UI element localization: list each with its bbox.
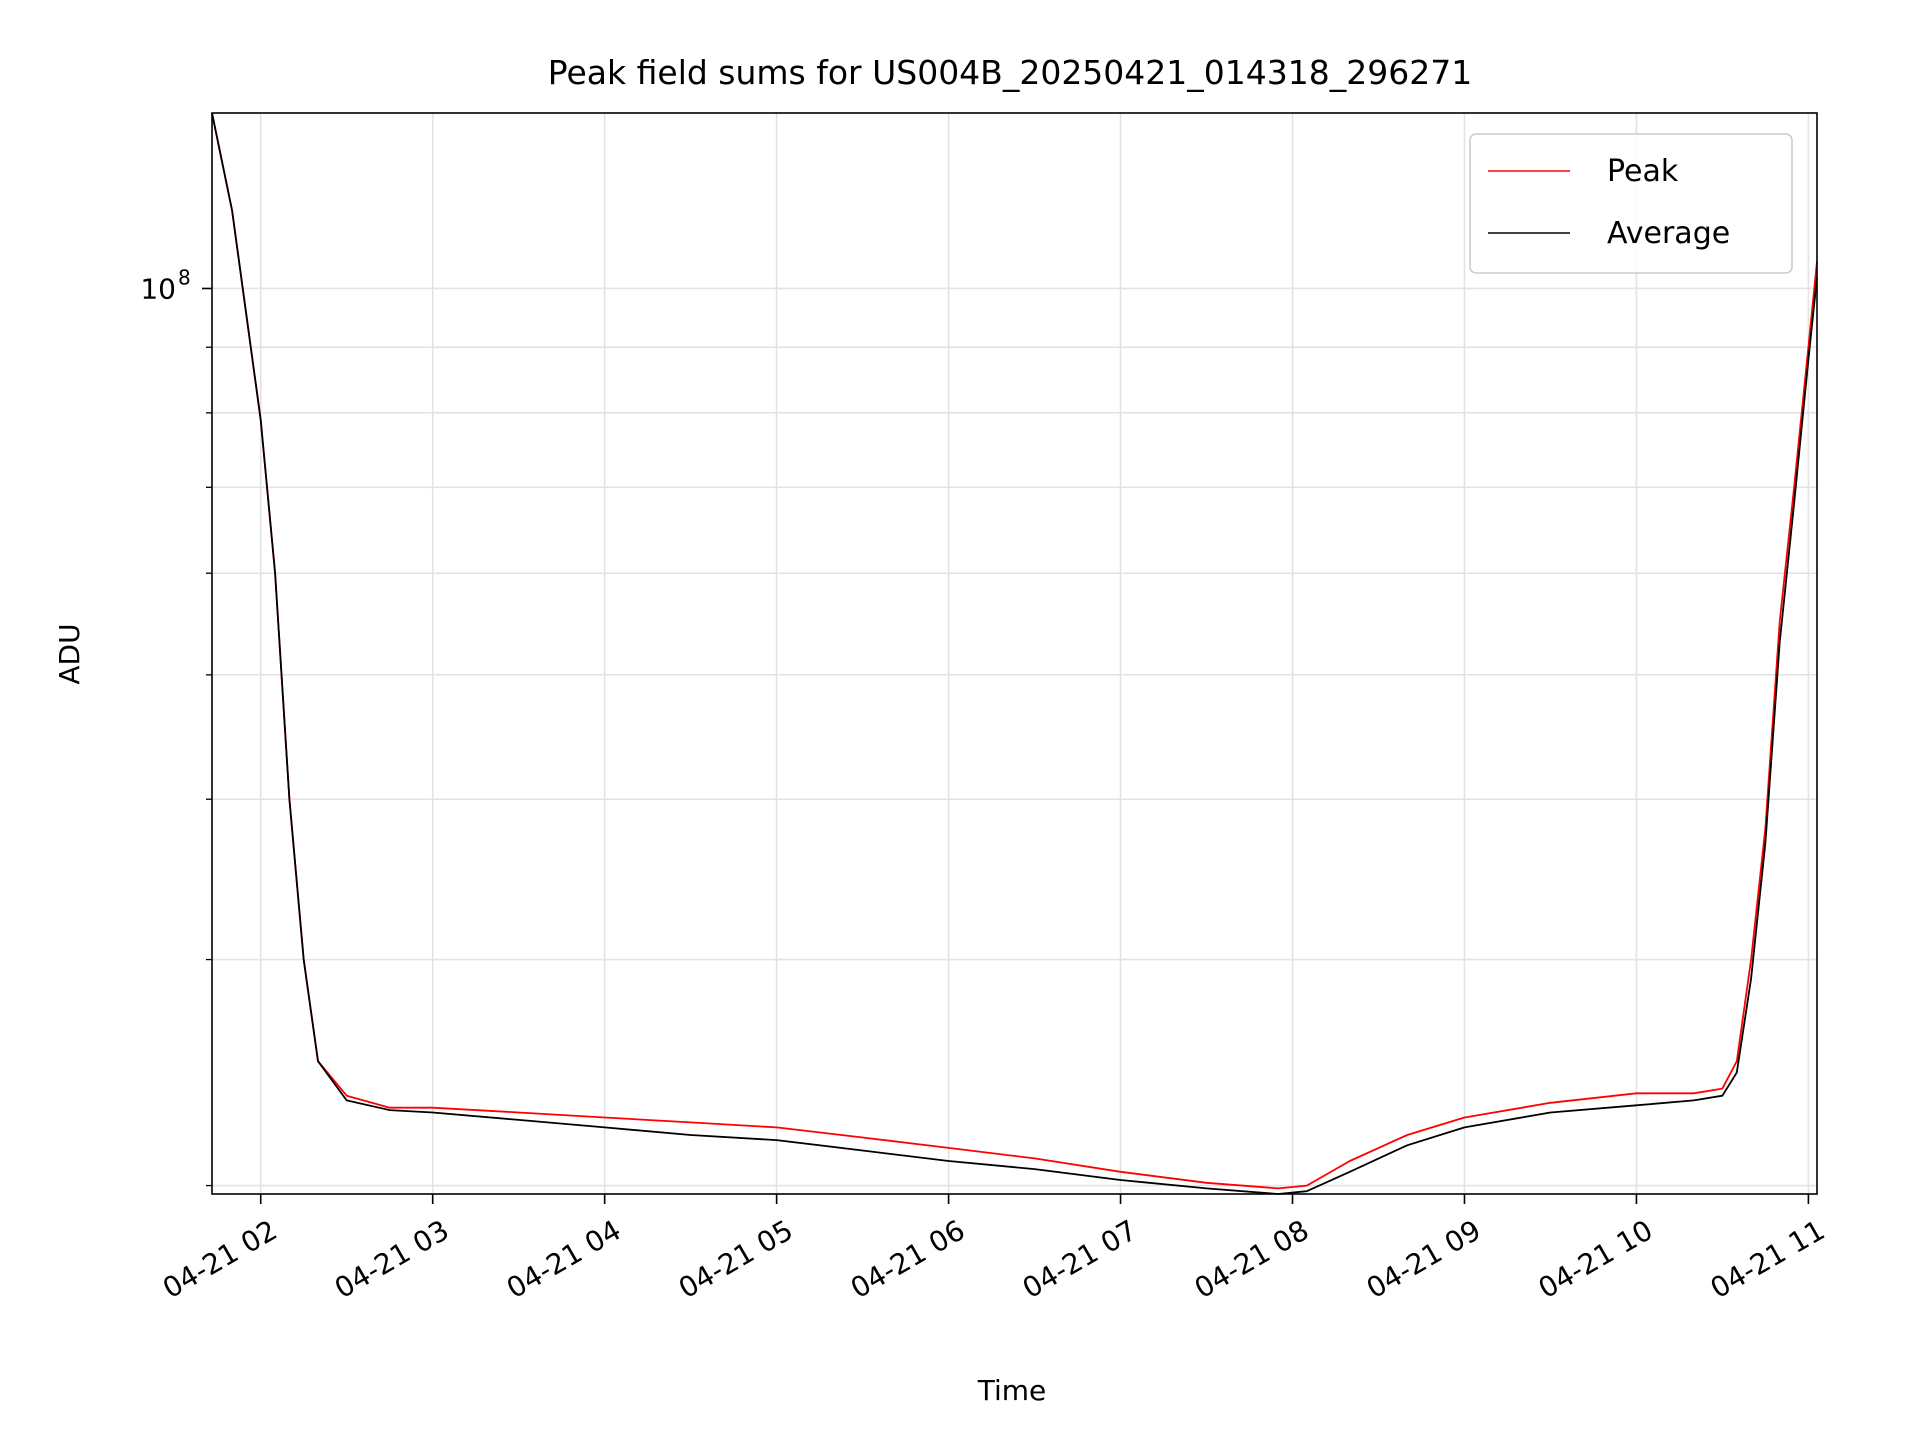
grid-lines	[212, 113, 1817, 1194]
legend-label-peak: Peak	[1607, 154, 1679, 189]
legend-label-average: Average	[1607, 216, 1730, 251]
series-lines	[211, 112, 1818, 1195]
legend: Peak Average	[1469, 133, 1793, 274]
chart-title: Peak field sums for US004B_20250421_0143…	[548, 53, 1472, 92]
y-tick-label-exponent: 8	[178, 265, 191, 289]
y-tick-label: 10	[140, 272, 176, 305]
x-axis-label: Time	[977, 1374, 1047, 1407]
series-line-average	[211, 112, 1818, 1195]
plot-frame	[211, 112, 1818, 1195]
legend-box	[1469, 133, 1793, 274]
y-axis-label: ADU	[53, 623, 86, 684]
